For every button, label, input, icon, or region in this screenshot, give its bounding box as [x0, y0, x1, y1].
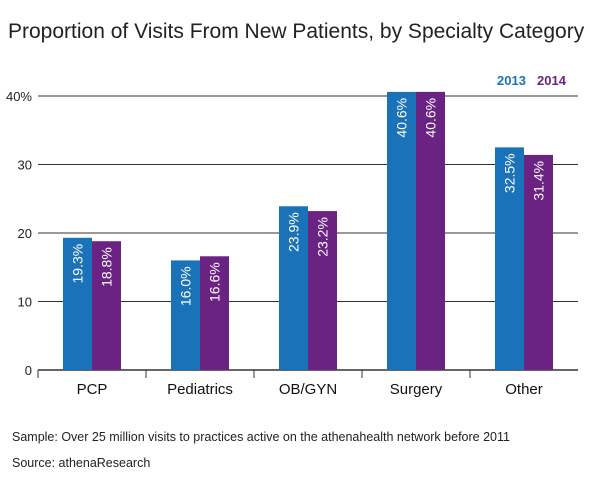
legend-2014: 2014	[537, 73, 567, 88]
data-label: 32.5%	[502, 153, 518, 193]
bar-2014-other	[524, 154, 553, 370]
data-label: 40.6%	[394, 98, 410, 138]
source-note: Source: athenaResearch	[12, 456, 150, 470]
bar-2014-pediatrics	[200, 256, 229, 370]
y-tick-label: 20	[18, 226, 32, 241]
data-label: 18.8%	[99, 247, 115, 287]
category-label: Surgery	[390, 381, 443, 398]
data-label: 16.6%	[207, 262, 223, 302]
bar-2013-pcp	[63, 237, 92, 370]
data-labels: 19.3% 18.8% 16.0% 16.6% 23.9% 23.2% 40.6% 40.6%…	[70, 98, 547, 306]
category-label: Pediatrics	[167, 381, 233, 398]
bar-2014-surgery	[416, 91, 445, 370]
bar-2013-other	[495, 147, 524, 370]
y-tick-label: 0	[25, 363, 32, 378]
x-axis-categories: PCP Pediatrics OB/GYN Surgery Other	[77, 381, 543, 398]
data-label: 16.0%	[178, 266, 194, 306]
data-label: 23.9%	[286, 212, 302, 252]
y-tick-label: 30	[18, 158, 32, 173]
data-label: 31.4%	[531, 161, 547, 201]
bars	[63, 91, 553, 370]
data-label: 19.3%	[70, 244, 86, 284]
bar-2013-pediatrics	[171, 260, 200, 370]
y-tick-label: 10	[18, 295, 32, 310]
bar-2014-pcp	[92, 241, 121, 370]
category-label: Other	[505, 381, 543, 398]
y-tick-label: 40%	[6, 89, 32, 104]
category-label: PCP	[77, 381, 108, 398]
data-label: 23.2%	[315, 217, 331, 257]
bar-2013-surgery	[387, 91, 416, 370]
bar-2014-ob-gyn	[308, 211, 337, 370]
category-label: OB/GYN	[279, 381, 337, 398]
chart-title: Proportion of Visits From New Patients, …	[8, 20, 590, 43]
data-label: 40.6%	[423, 98, 439, 138]
sample-note: Sample: Over 25 million visits to practi…	[12, 430, 510, 444]
bar-2013-ob-gyn	[279, 206, 308, 370]
legend-2013: 2013	[497, 73, 526, 88]
y-axis-ticks: 0 10 20 30 40%	[6, 89, 32, 378]
